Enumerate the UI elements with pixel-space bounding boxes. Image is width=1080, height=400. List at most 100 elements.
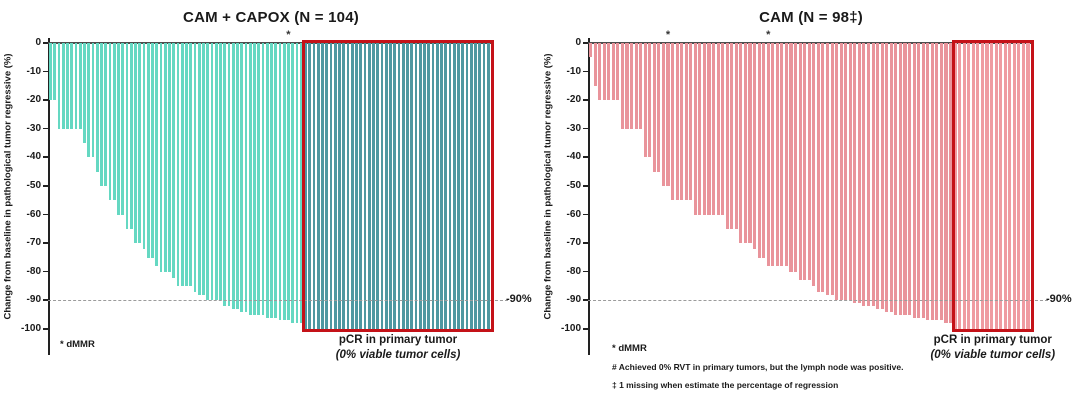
bar — [287, 43, 290, 321]
footnotes: * dMMR — [60, 336, 95, 354]
bar — [630, 43, 634, 129]
bar — [478, 43, 482, 329]
bar — [342, 43, 346, 329]
y-axis-line — [588, 38, 590, 355]
bar — [431, 43, 435, 329]
y-tick-mark — [583, 299, 588, 301]
y-tick-mark — [43, 99, 48, 101]
bar — [753, 43, 757, 249]
y-tick-mark — [583, 127, 588, 130]
reference-line-90 — [588, 300, 1048, 302]
y-tick-label: -20 — [26, 94, 41, 106]
footnotes: * dMMR # Achieved 0% RVT in primary tumor… — [612, 340, 903, 394]
y-tick-label: -60 — [26, 208, 41, 220]
y-tick-label: 0 — [575, 37, 581, 48]
bar — [730, 43, 734, 229]
bar — [142, 43, 146, 249]
bar — [675, 43, 679, 201]
bar — [185, 43, 188, 287]
bar — [372, 43, 375, 329]
pcr-caption-line1: pCR in primary tumor — [338, 334, 458, 346]
bar — [944, 43, 948, 324]
y-tick-label: -40 — [26, 151, 41, 163]
bar — [634, 43, 638, 129]
bar — [734, 43, 738, 229]
bar — [461, 43, 465, 329]
bar — [295, 43, 299, 324]
bar — [625, 43, 629, 129]
bar — [257, 43, 261, 315]
bar — [611, 43, 615, 101]
y-tick-mark — [43, 270, 48, 273]
y-tick-mark — [583, 242, 588, 244]
bar — [830, 43, 834, 295]
pcr-caption-line2: (0% viable tumor cells) — [335, 349, 461, 361]
bar — [125, 43, 129, 229]
bar — [452, 43, 456, 329]
bar — [807, 43, 811, 281]
bar — [95, 43, 99, 172]
y-tick-mark — [43, 156, 48, 158]
bar — [282, 43, 286, 321]
pcr-caption-line1: pCR in primary tumor — [933, 334, 1052, 346]
dmmr-asterisk: * — [766, 29, 771, 41]
bar — [457, 43, 460, 329]
bar — [236, 43, 239, 309]
bar — [816, 43, 820, 292]
bar — [1012, 43, 1016, 329]
bar — [602, 43, 606, 101]
bar — [325, 43, 329, 329]
y-tick-label: -60 — [566, 208, 581, 220]
bar — [316, 43, 320, 329]
bar — [380, 43, 384, 329]
bar — [821, 43, 825, 292]
bar — [748, 43, 752, 244]
bar — [775, 43, 779, 267]
y-tick-label: -40 — [566, 151, 581, 163]
bar — [100, 43, 103, 186]
footnote: * dMMR — [612, 343, 647, 354]
footnote: ‡ 1 missing when estimate the percentage… — [612, 380, 839, 390]
bar — [652, 43, 656, 172]
bar — [857, 43, 861, 304]
bar — [57, 43, 61, 129]
x-axis-line — [48, 41, 493, 44]
bar — [219, 43, 222, 301]
y-tick-mark — [583, 156, 588, 158]
y-tick-label: -30 — [566, 122, 581, 134]
bar — [930, 43, 934, 321]
chart-title: CAM (N = 98‡) — [759, 9, 863, 26]
bar — [108, 43, 112, 201]
bar — [789, 43, 793, 272]
dmmr-asterisk: * — [286, 29, 291, 41]
bar — [248, 43, 252, 315]
bar — [389, 43, 392, 329]
bar — [78, 43, 82, 129]
bar — [844, 43, 848, 301]
bar — [757, 43, 761, 258]
bar — [486, 43, 490, 329]
bar — [871, 43, 875, 307]
bar — [989, 43, 994, 329]
bar — [593, 43, 597, 86]
bar — [994, 43, 998, 329]
bar — [155, 43, 159, 267]
y-tick-mark — [43, 213, 48, 216]
bar — [112, 43, 116, 201]
plot-area: * * — [589, 29, 1031, 329]
x-axis-line — [588, 41, 1033, 44]
y-tick-label: -100 — [560, 323, 581, 334]
bar — [935, 43, 939, 321]
bar — [598, 43, 602, 101]
bar — [926, 43, 930, 321]
y-tick-mark — [583, 270, 588, 273]
pcr-highlight-box — [951, 40, 1034, 332]
bar — [180, 43, 184, 287]
bar — [698, 43, 702, 215]
bar — [853, 43, 857, 304]
bar — [359, 43, 363, 329]
bar — [762, 43, 766, 258]
y-tick-mark — [583, 213, 588, 216]
y-tick-mark — [583, 99, 588, 101]
